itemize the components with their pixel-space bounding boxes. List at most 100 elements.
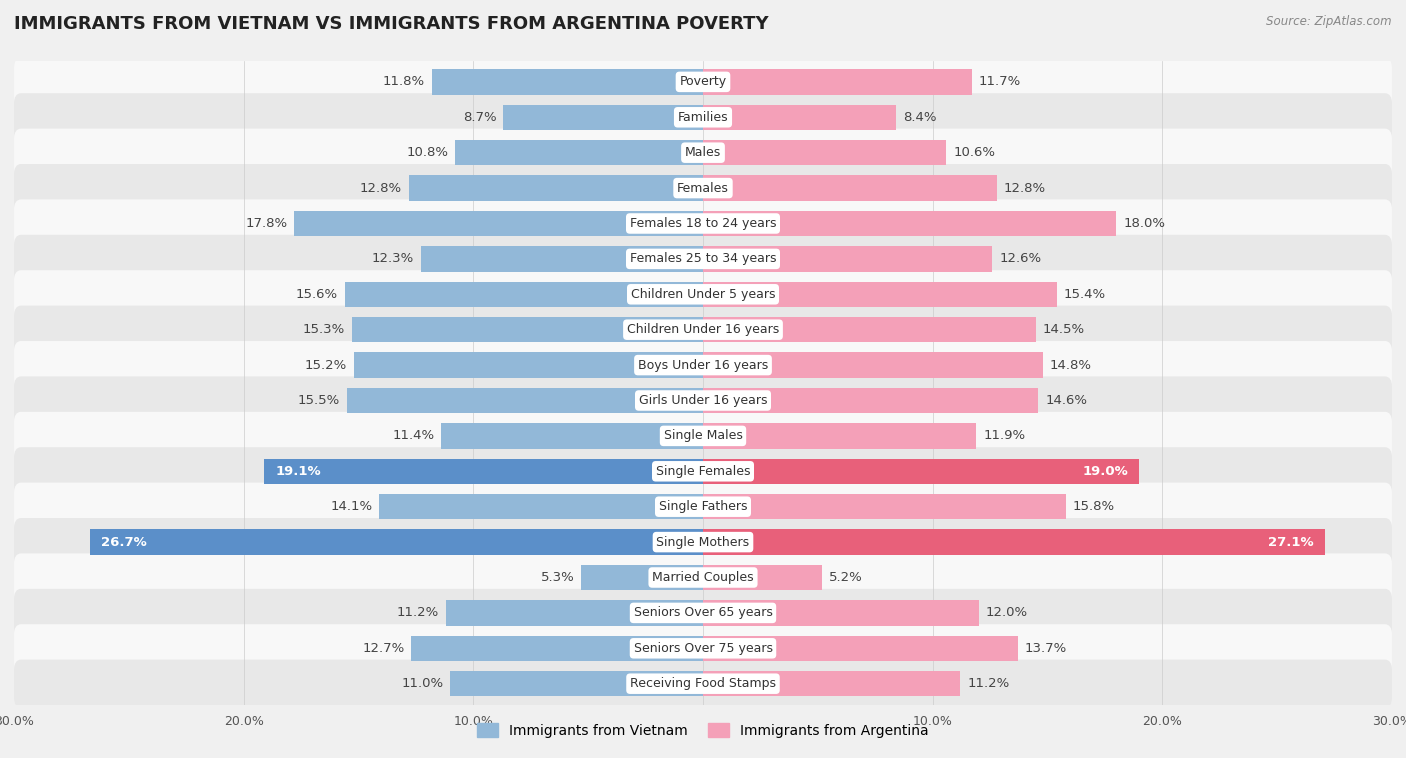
Text: Married Couples: Married Couples xyxy=(652,571,754,584)
Text: 27.1%: 27.1% xyxy=(1268,536,1313,549)
Text: Single Mothers: Single Mothers xyxy=(657,536,749,549)
Bar xyxy=(703,69,972,95)
Text: Single Fathers: Single Fathers xyxy=(659,500,747,513)
Text: 12.7%: 12.7% xyxy=(363,642,405,655)
Text: 8.4%: 8.4% xyxy=(903,111,936,124)
Bar xyxy=(503,105,703,130)
Bar xyxy=(703,635,1018,661)
FancyBboxPatch shape xyxy=(14,553,1392,602)
FancyBboxPatch shape xyxy=(14,589,1392,637)
Text: 11.4%: 11.4% xyxy=(392,429,434,443)
Bar xyxy=(703,529,1326,555)
Text: Poverty: Poverty xyxy=(679,75,727,89)
Text: 15.6%: 15.6% xyxy=(295,288,337,301)
Text: Receiving Food Stamps: Receiving Food Stamps xyxy=(630,677,776,691)
Text: 10.8%: 10.8% xyxy=(406,146,449,159)
Text: Single Females: Single Females xyxy=(655,465,751,478)
Bar xyxy=(703,175,997,201)
Text: Families: Families xyxy=(678,111,728,124)
Text: 18.0%: 18.0% xyxy=(1123,217,1166,230)
Bar xyxy=(432,69,703,95)
Text: 12.8%: 12.8% xyxy=(360,182,402,195)
Bar xyxy=(703,140,946,165)
FancyBboxPatch shape xyxy=(14,305,1392,354)
Text: 19.0%: 19.0% xyxy=(1083,465,1128,478)
Bar xyxy=(703,281,1057,307)
FancyBboxPatch shape xyxy=(14,58,1392,106)
Text: 11.8%: 11.8% xyxy=(382,75,425,89)
Text: 12.6%: 12.6% xyxy=(1000,252,1042,265)
Text: Seniors Over 75 years: Seniors Over 75 years xyxy=(634,642,772,655)
Text: 19.1%: 19.1% xyxy=(276,465,322,478)
FancyBboxPatch shape xyxy=(14,412,1392,460)
Bar xyxy=(420,246,703,271)
Text: Females: Females xyxy=(678,182,728,195)
Text: IMMIGRANTS FROM VIETNAM VS IMMIGRANTS FROM ARGENTINA POVERTY: IMMIGRANTS FROM VIETNAM VS IMMIGRANTS FR… xyxy=(14,15,769,33)
Bar xyxy=(352,317,703,343)
Text: 11.9%: 11.9% xyxy=(983,429,1025,443)
Text: 11.0%: 11.0% xyxy=(401,677,443,691)
Legend: Immigrants from Vietnam, Immigrants from Argentina: Immigrants from Vietnam, Immigrants from… xyxy=(471,717,935,743)
FancyBboxPatch shape xyxy=(14,164,1392,212)
Bar xyxy=(344,281,703,307)
Bar xyxy=(703,105,896,130)
Bar xyxy=(412,635,703,661)
Text: Seniors Over 65 years: Seniors Over 65 years xyxy=(634,606,772,619)
Bar xyxy=(294,211,703,236)
Bar xyxy=(703,494,1066,519)
Text: 15.3%: 15.3% xyxy=(302,323,344,337)
Text: Single Males: Single Males xyxy=(664,429,742,443)
FancyBboxPatch shape xyxy=(14,659,1392,708)
Text: 15.4%: 15.4% xyxy=(1063,288,1105,301)
Text: Children Under 16 years: Children Under 16 years xyxy=(627,323,779,337)
Bar xyxy=(347,388,703,413)
FancyBboxPatch shape xyxy=(14,483,1392,531)
FancyBboxPatch shape xyxy=(14,93,1392,141)
Text: 17.8%: 17.8% xyxy=(245,217,287,230)
Text: 12.8%: 12.8% xyxy=(1004,182,1046,195)
Bar xyxy=(581,565,703,590)
Bar xyxy=(703,671,960,697)
Text: Females 18 to 24 years: Females 18 to 24 years xyxy=(630,217,776,230)
Text: 8.7%: 8.7% xyxy=(463,111,496,124)
Text: Source: ZipAtlas.com: Source: ZipAtlas.com xyxy=(1267,15,1392,28)
Text: 15.5%: 15.5% xyxy=(298,394,340,407)
Bar xyxy=(264,459,703,484)
Text: 5.3%: 5.3% xyxy=(541,571,575,584)
Text: 26.7%: 26.7% xyxy=(101,536,148,549)
Bar xyxy=(409,175,703,201)
Bar xyxy=(703,352,1043,377)
FancyBboxPatch shape xyxy=(14,625,1392,672)
Bar xyxy=(354,352,703,377)
Bar xyxy=(380,494,703,519)
Text: 12.0%: 12.0% xyxy=(986,606,1028,619)
Text: Males: Males xyxy=(685,146,721,159)
Text: 5.2%: 5.2% xyxy=(830,571,863,584)
Text: 14.5%: 14.5% xyxy=(1043,323,1085,337)
Bar xyxy=(703,246,993,271)
Bar xyxy=(703,565,823,590)
Text: 11.7%: 11.7% xyxy=(979,75,1021,89)
Text: 15.8%: 15.8% xyxy=(1073,500,1115,513)
Bar xyxy=(441,423,703,449)
Bar xyxy=(703,459,1139,484)
Text: Females 25 to 34 years: Females 25 to 34 years xyxy=(630,252,776,265)
FancyBboxPatch shape xyxy=(14,447,1392,496)
Bar xyxy=(703,317,1036,343)
Text: 11.2%: 11.2% xyxy=(396,606,439,619)
Text: 12.3%: 12.3% xyxy=(371,252,413,265)
Text: 10.6%: 10.6% xyxy=(953,146,995,159)
Bar xyxy=(456,140,703,165)
FancyBboxPatch shape xyxy=(14,518,1392,566)
Text: 11.2%: 11.2% xyxy=(967,677,1010,691)
Bar xyxy=(90,529,703,555)
Text: 13.7%: 13.7% xyxy=(1025,642,1067,655)
Bar xyxy=(703,600,979,625)
Text: 14.6%: 14.6% xyxy=(1045,394,1087,407)
Text: Boys Under 16 years: Boys Under 16 years xyxy=(638,359,768,371)
Bar xyxy=(703,211,1116,236)
Bar xyxy=(446,600,703,625)
Bar xyxy=(450,671,703,697)
Text: 14.1%: 14.1% xyxy=(330,500,373,513)
Bar xyxy=(703,388,1038,413)
